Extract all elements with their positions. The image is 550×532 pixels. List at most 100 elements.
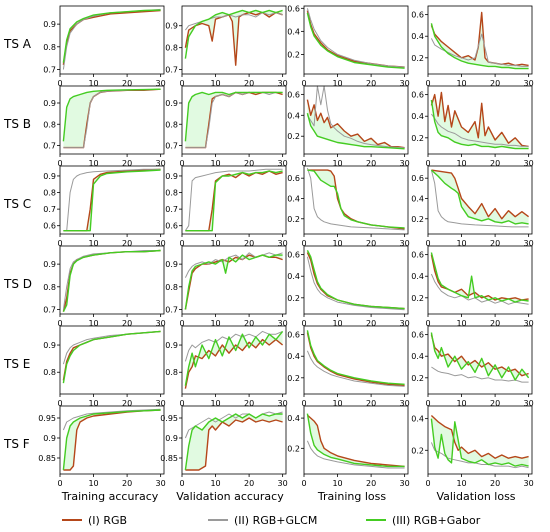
xtick-label-ts-e-validation-loss-0: 0: [425, 399, 430, 408]
xtick-label-ts-e-training-accuracy-0: 0: [57, 399, 62, 408]
ytick-label-ts-b-validation-loss-0.4: 0.4: [411, 112, 424, 121]
xtick-label-ts-f-validation-accuracy-0: 0: [179, 479, 184, 488]
band-ts-e-validation-accuracy: [185, 331, 283, 389]
ytick-label-ts-a-validation-accuracy-0.8: 0.8: [165, 44, 178, 53]
series-gabor-ts-e-training-loss: [306, 330, 405, 385]
band-ts-e-training-loss: [307, 330, 405, 386]
ytick-label-ts-e-validation-loss-0.4: 0.4: [411, 352, 424, 361]
series-gabor-ts-a-training-accuracy: [62, 9, 161, 63]
ytick-label-ts-e-training-loss-0.2: 0.2: [287, 374, 300, 383]
xtick-label-ts-d-training-loss-10: 10: [332, 319, 342, 328]
series-gabor-ts-c-training-accuracy: [63, 169, 161, 232]
series-rgb-ts-a-training-loss: [306, 10, 405, 68]
axes-frame-ts-e-validation-loss: [427, 325, 533, 395]
ytick-label-ts-d-training-loss-0.4: 0.4: [287, 272, 300, 281]
panel-ts-e-training-accuracy: 0.8 0.9 0 10 20 30: [43, 325, 166, 408]
ytick-label-ts-f-training-loss-0.4: 0.4: [287, 414, 300, 423]
xtick-label-ts-c-validation-accuracy-10: 10: [210, 239, 220, 248]
ytick-label-ts-d-training-loss-0.6: 0.6: [287, 251, 300, 260]
axes-frame-ts-b-validation-loss: [427, 85, 533, 155]
xtick-label-ts-a-training-accuracy-30: 30: [156, 79, 166, 88]
xtick-label-ts-f-training-accuracy-0: 0: [57, 479, 62, 488]
xtick-label-ts-a-validation-loss-30: 30: [524, 79, 534, 88]
ytick-label-ts-b-validation-accuracy-0.9: 0.9: [165, 99, 178, 108]
series-rgb-ts-a-training-accuracy: [62, 9, 161, 66]
axes-frame-ts-e-training-loss: [303, 325, 409, 395]
ytick-label-ts-b-validation-accuracy-0.7: 0.7: [165, 142, 178, 151]
xtick-label-ts-d-training-loss-0: 0: [301, 319, 306, 328]
ytick-label-ts-e-validation-accuracy-0.9: 0.9: [165, 341, 178, 350]
series-glcm-ts-f-validation-loss: [430, 442, 529, 469]
axes-frame-ts-d-training-loss: [303, 245, 409, 315]
series-glcm-ts-e-training-loss: [306, 350, 405, 387]
ytick-label-ts-d-training-accuracy-0.7: 0.7: [43, 305, 56, 314]
panel-ts-c-validation-loss: 0.2 0.4 0.6 0 10 20 30: [411, 165, 534, 248]
axes-frame-ts-a-validation-loss: [427, 5, 533, 75]
series-glcm-ts-b-validation-loss: [431, 113, 529, 147]
series-gabor-ts-d-validation-accuracy: [184, 254, 283, 310]
panel-ts-a-validation-accuracy: 0.7 0.8 0.9 0 10 20 30: [165, 5, 288, 88]
ytick-label-ts-d-validation-loss-0.4: 0.4: [411, 272, 424, 281]
xtick-label-ts-e-validation-loss-20: 20: [490, 399, 500, 408]
panel-ts-e-validation-loss: 0.2 0.4 0.6 0 10 20 30: [411, 325, 534, 408]
ytick-label-ts-c-validation-loss-0.6: 0.6: [411, 174, 424, 183]
band-ts-c-training-loss: [307, 170, 405, 229]
panel-ts-d-training-loss: 0.2 0.4 0.6 0 10 20 30: [287, 245, 410, 328]
xtick-label-ts-f-training-loss-20: 20: [366, 479, 376, 488]
col-label-training-loss: Training loss: [317, 490, 386, 503]
ytick-label-ts-f-training-accuracy-0.9: 0.9: [43, 434, 56, 443]
series-rgb-ts-d-validation-loss: [430, 254, 529, 301]
xtick-label-ts-d-training-accuracy-0: 0: [57, 319, 62, 328]
series-rgb-ts-d-validation-accuracy: [184, 254, 283, 310]
panel-ts-e-training-loss: 0.2 0.4 0.6 0 10 20 30: [287, 325, 410, 408]
band-ts-e-training-accuracy: [63, 331, 161, 384]
ytick-label-ts-c-validation-accuracy-0.8: 0.8: [165, 189, 178, 198]
row-label-ts-b: TS B: [3, 117, 31, 131]
row-label-ts-f: TS F: [3, 437, 30, 451]
series-gabor-ts-e-validation-accuracy: [184, 330, 284, 386]
ytick-label-ts-a-training-accuracy-0.9: 0.9: [43, 20, 56, 29]
ytick-label-ts-d-training-accuracy-0.9: 0.9: [43, 260, 56, 269]
xtick-label-ts-a-validation-accuracy-30: 30: [278, 79, 288, 88]
xtick-label-ts-c-training-loss-10: 10: [332, 239, 342, 248]
xtick-label-ts-a-training-accuracy-10: 10: [88, 79, 98, 88]
ytick-label-ts-a-validation-loss-0.6: 0.6: [411, 11, 424, 20]
panel-ts-b-validation-accuracy: 0.7 0.8 0.9 0 10 20 30: [165, 85, 288, 168]
series-gabor-ts-c-validation-loss: [430, 169, 529, 225]
ytick-label-ts-c-validation-accuracy-0.6: 0.6: [165, 222, 178, 231]
axes-frame-ts-c-validation-loss: [427, 165, 533, 235]
ytick-label-ts-b-training-accuracy-0.9: 0.9: [43, 99, 56, 108]
band-ts-d-validation-accuracy: [185, 255, 283, 310]
series-rgb-ts-b-training-loss: [306, 99, 405, 149]
ytick-label-ts-f-validation-loss-0.2: 0.2: [411, 446, 424, 455]
xtick-label-ts-e-validation-accuracy-20: 20: [244, 399, 254, 408]
ytick-label-ts-d-validation-accuracy-0.8: 0.8: [165, 283, 178, 292]
ytick-label-ts-b-training-loss-0.6: 0.6: [287, 90, 300, 99]
series-gabor-ts-f-training-loss: [306, 413, 405, 468]
xtick-label-ts-c-training-loss-30: 30: [400, 239, 410, 248]
ytick-label-ts-a-validation-loss-0.4: 0.4: [411, 32, 424, 41]
xtick-label-ts-f-training-accuracy-30: 30: [156, 479, 166, 488]
series-gabor-ts-f-validation-accuracy: [184, 413, 283, 471]
xtick-label-ts-d-validation-loss-20: 20: [490, 319, 500, 328]
xtick-label-ts-e-training-accuracy-30: 30: [156, 399, 166, 408]
xtick-label-ts-e-validation-loss-10: 10: [456, 399, 466, 408]
panel-ts-c-validation-accuracy: 0.6 0.7 0.8 0.9 0 10 20 30: [165, 165, 288, 248]
series-rgb-ts-d-training-loss: [306, 252, 405, 310]
panel-ts-d-validation-loss: 0.2 0.4 0.6 0 10 20 30: [411, 245, 534, 328]
ytick-label-ts-b-validation-accuracy-0.8: 0.8: [165, 120, 178, 129]
xtick-label-ts-c-training-accuracy-10: 10: [88, 239, 98, 248]
xtick-label-ts-c-training-accuracy-0: 0: [57, 239, 62, 248]
ytick-label-ts-d-validation-loss-0.6: 0.6: [411, 251, 424, 260]
ytick-label-ts-c-validation-accuracy-0.9: 0.9: [165, 172, 178, 181]
ytick-label-ts-c-training-accuracy-0.6: 0.6: [43, 222, 56, 231]
axes-frame-ts-f-validation-accuracy: [181, 405, 287, 475]
xtick-label-ts-f-validation-loss-10: 10: [456, 479, 466, 488]
band-ts-d-training-loss: [307, 250, 405, 309]
xtick-label-ts-b-training-loss-0: 0: [301, 159, 306, 168]
ytick-label-ts-d-training-accuracy-0.8: 0.8: [43, 283, 56, 292]
legend: (I) RGB (II) RGB+GLCM (III) RGB+Gabor: [62, 514, 481, 527]
panel-ts-d-validation-accuracy: 0.7 0.8 0.9 0 10 20 30: [165, 245, 288, 328]
xtick-label-ts-a-validation-loss-20: 20: [490, 79, 500, 88]
